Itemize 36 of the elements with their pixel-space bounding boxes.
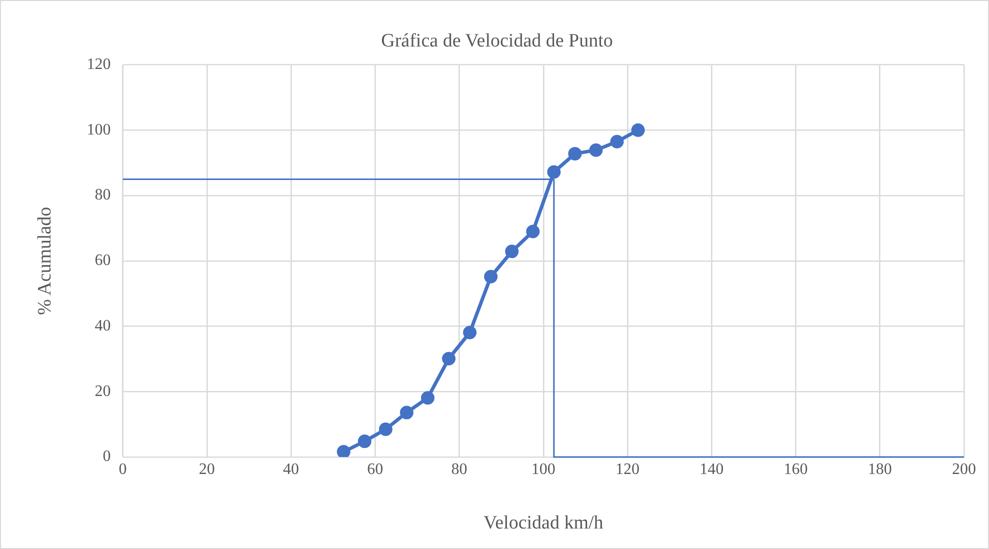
x-tick-label: 0 bbox=[118, 460, 127, 478]
x-tick-label: 20 bbox=[198, 460, 215, 478]
point bbox=[589, 143, 603, 157]
x-tick-label: 40 bbox=[283, 460, 300, 478]
y-tick-label: 0 bbox=[102, 448, 111, 466]
y-axis-title: % Acumulado bbox=[34, 206, 56, 315]
y-tick-label: 20 bbox=[94, 382, 111, 400]
y-tick-label: 100 bbox=[86, 121, 111, 138]
point bbox=[547, 165, 561, 179]
point bbox=[400, 406, 414, 420]
x-tick-label: 100 bbox=[531, 460, 556, 478]
point bbox=[568, 146, 582, 160]
point bbox=[463, 326, 477, 340]
y-tick-label: 60 bbox=[94, 252, 111, 270]
point bbox=[505, 244, 519, 258]
point bbox=[610, 134, 624, 148]
x-axis-title: Velocidad km/h bbox=[484, 512, 604, 534]
point bbox=[484, 270, 498, 284]
y-tick-label: 80 bbox=[94, 186, 111, 204]
y-tick-label: 40 bbox=[94, 317, 111, 334]
x-tick-label: 60 bbox=[367, 460, 384, 478]
x-tick-label: 160 bbox=[784, 460, 808, 478]
x-tick-label: 80 bbox=[451, 460, 468, 478]
point bbox=[442, 352, 456, 366]
point bbox=[526, 224, 540, 238]
point bbox=[358, 434, 372, 448]
point bbox=[420, 391, 434, 405]
point bbox=[631, 123, 645, 137]
x-tick-label: 180 bbox=[868, 460, 892, 478]
chart-title: Gráfica de Velocidad de Punto bbox=[381, 30, 613, 52]
x-tick-label: 120 bbox=[616, 460, 640, 478]
point bbox=[336, 445, 350, 457]
x-tick-label: 140 bbox=[700, 460, 724, 478]
y-tick-label: 120 bbox=[86, 56, 111, 74]
x-tick-label: 200 bbox=[952, 460, 976, 478]
point bbox=[378, 422, 392, 436]
